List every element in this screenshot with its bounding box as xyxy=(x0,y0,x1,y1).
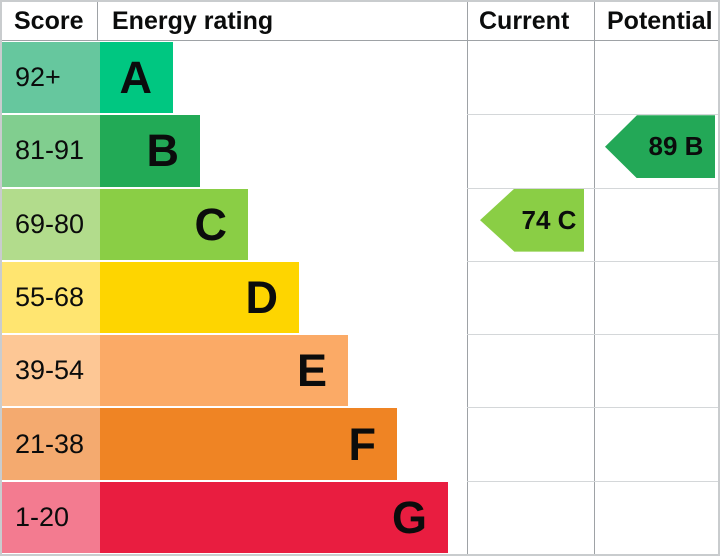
band-row-b: 81-91 B xyxy=(2,114,718,187)
band-bar-e: E xyxy=(100,335,348,407)
row-separator xyxy=(467,480,718,482)
band-row-g: 1-20 G xyxy=(2,481,718,554)
band-row-c: 69-80 C xyxy=(2,188,718,261)
band-score-cell-d: 55-68 xyxy=(2,261,100,334)
row-separator xyxy=(467,114,718,116)
header-current: Current xyxy=(479,6,570,35)
header-score: Score xyxy=(14,6,84,35)
row-separator xyxy=(467,187,718,189)
header-energy-rating: Energy rating xyxy=(112,6,274,35)
row-separator xyxy=(467,334,718,336)
band-row-a: 92+ A xyxy=(2,41,718,114)
band-letter: G xyxy=(391,491,427,543)
band-bar-c: C xyxy=(100,188,248,260)
band-letter: A xyxy=(119,52,153,104)
header-potential: Potential xyxy=(607,6,713,35)
band-score-cell-e: 39-54 xyxy=(2,335,100,407)
row-separator xyxy=(467,407,718,409)
band-score-cell-f: 21-38 xyxy=(2,408,100,480)
divider-current-column xyxy=(467,2,468,554)
band-row-e: 39-54 E xyxy=(2,334,718,407)
band-bar-g: G xyxy=(100,481,448,553)
band-letter: E xyxy=(296,345,327,397)
band-bar-a: A xyxy=(100,42,173,114)
band-bar-f: F xyxy=(100,408,397,480)
potential-rating-label: 89 B xyxy=(648,131,704,162)
band-score-cell-g: 1-20 xyxy=(2,481,100,553)
band-letter: F xyxy=(348,418,377,470)
band-letter: D xyxy=(245,271,279,323)
header-divider-line xyxy=(2,40,718,41)
band-score-range: 81-91 xyxy=(15,135,85,166)
divider-potential-column xyxy=(594,2,595,554)
band-letter: B xyxy=(146,125,180,177)
band-score-range: 21-38 xyxy=(15,428,85,459)
band-letter: C xyxy=(194,198,228,250)
band-score-range: 55-68 xyxy=(15,281,85,312)
band-score-range: 39-54 xyxy=(15,355,85,386)
band-score-range: 1-20 xyxy=(15,501,70,532)
band-score-cell-a: 92+ xyxy=(2,42,100,114)
band-score-cell-c: 69-80 xyxy=(2,188,100,260)
current-rating-label: 74 C xyxy=(521,204,577,235)
band-row-f: 21-38 F xyxy=(2,407,718,480)
band-score-range: 69-80 xyxy=(15,208,85,239)
band-score-range: 92+ xyxy=(15,62,61,93)
band-row-d: 55-68 D xyxy=(2,261,718,334)
band-bar-b: B xyxy=(100,115,200,187)
row-separator xyxy=(467,260,718,262)
band-bar-d: D xyxy=(100,261,299,334)
divider-score-column xyxy=(97,2,98,41)
band-score-cell-b: 81-91 xyxy=(2,115,100,187)
